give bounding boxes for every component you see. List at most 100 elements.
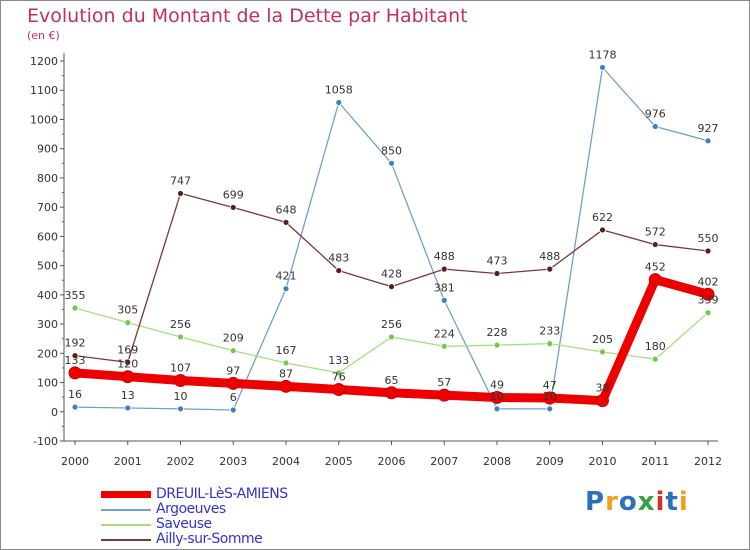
data-label: 927 bbox=[698, 122, 719, 135]
data-label: 13 bbox=[121, 389, 135, 402]
data-point bbox=[68, 366, 82, 380]
data-label: 49 bbox=[490, 378, 504, 391]
data-point bbox=[493, 405, 501, 413]
y-tick-label: 1100 bbox=[30, 84, 58, 97]
data-point bbox=[335, 99, 343, 106]
data-label: 488 bbox=[539, 250, 560, 263]
y-tick-label: 500 bbox=[37, 260, 58, 273]
data-label: 648 bbox=[276, 203, 297, 216]
data-point bbox=[121, 370, 135, 384]
data-point bbox=[177, 190, 184, 197]
logo-letter: i bbox=[678, 487, 689, 517]
data-point bbox=[332, 383, 346, 397]
data-point bbox=[174, 373, 187, 387]
data-label: 976 bbox=[645, 107, 666, 120]
x-tick-label: 2011 bbox=[641, 455, 669, 468]
legend-label-ailly: Ailly-sur-Somme bbox=[156, 531, 263, 547]
logo-letter: t bbox=[665, 487, 679, 517]
y-tick-label: 100 bbox=[37, 377, 58, 390]
logo-letter: x bbox=[637, 487, 656, 517]
data-label: 452 bbox=[645, 261, 666, 274]
data-label: 133 bbox=[328, 354, 349, 367]
y-tick-label: 700 bbox=[37, 201, 58, 214]
legend-item-ailly: Ailly-sur-Somme bbox=[101, 531, 401, 547]
data-point bbox=[177, 333, 184, 341]
legend-label-argoeuves: Argoeuves bbox=[156, 501, 226, 517]
data-label: 483 bbox=[328, 252, 349, 265]
data-point bbox=[493, 270, 501, 277]
data-point bbox=[546, 265, 554, 273]
data-label: 699 bbox=[223, 188, 244, 201]
data-label: 572 bbox=[645, 226, 666, 239]
data-label: 228 bbox=[487, 326, 508, 339]
logo-letter: i bbox=[655, 487, 666, 517]
y-tick-label: 200 bbox=[37, 347, 58, 360]
data-point bbox=[440, 265, 448, 273]
y-tick-label: 1200 bbox=[30, 55, 58, 68]
data-point bbox=[440, 296, 448, 304]
data-point bbox=[599, 226, 606, 234]
data-point bbox=[437, 388, 451, 402]
legend-item-saveuse: Saveuse bbox=[101, 516, 401, 532]
data-label: 1058 bbox=[325, 84, 353, 97]
legend-swatch-dreuil bbox=[101, 491, 151, 498]
data-point bbox=[596, 394, 609, 408]
unit-label: (en €) bbox=[27, 29, 60, 42]
data-label: 747 bbox=[170, 174, 191, 187]
data-label: 169 bbox=[117, 343, 138, 356]
y-tick-label: 800 bbox=[37, 172, 58, 185]
data-point bbox=[385, 386, 398, 400]
data-label: 10 bbox=[543, 390, 557, 403]
data-label: 133 bbox=[65, 354, 86, 367]
data-label: 57 bbox=[437, 376, 451, 389]
data-label: 10 bbox=[490, 390, 504, 403]
x-tick-label: 2010 bbox=[589, 455, 617, 468]
data-label: 550 bbox=[698, 232, 719, 245]
data-point bbox=[282, 359, 290, 367]
legend-swatch-saveuse bbox=[101, 524, 151, 526]
data-label: 16 bbox=[68, 388, 82, 401]
y-tick-label: 600 bbox=[37, 230, 58, 243]
data-label: 402 bbox=[698, 275, 719, 288]
data-point bbox=[177, 405, 184, 413]
data-point bbox=[388, 333, 395, 341]
data-point bbox=[226, 376, 240, 390]
x-tick-label: 2007 bbox=[430, 455, 458, 468]
data-point bbox=[124, 404, 132, 412]
data-point bbox=[71, 403, 79, 411]
x-tick-label: 2003 bbox=[219, 455, 247, 468]
data-label: 421 bbox=[276, 270, 297, 283]
data-label: 224 bbox=[434, 327, 455, 340]
data-point bbox=[704, 137, 712, 145]
data-label: 428 bbox=[381, 268, 402, 281]
data-point bbox=[335, 369, 343, 377]
data-label: 339 bbox=[698, 294, 719, 307]
legend-swatch-ailly bbox=[101, 539, 151, 541]
legend-item-argoeuves: Argoeuves bbox=[101, 501, 401, 517]
data-point bbox=[490, 390, 504, 404]
legend-item-dreuil: DREUIL-LèS-AMIENS bbox=[101, 486, 401, 502]
data-point bbox=[71, 304, 79, 312]
data-label: 10 bbox=[174, 390, 188, 403]
data-point bbox=[599, 348, 606, 356]
legend-swatch-argoeuves bbox=[101, 509, 151, 511]
chart-title: Evolution du Montant de la Dette par Hab… bbox=[27, 5, 468, 27]
data-label: 107 bbox=[170, 361, 191, 374]
data-label: 6 bbox=[230, 391, 237, 404]
x-tick-label: 2001 bbox=[114, 455, 142, 468]
data-label: 305 bbox=[117, 304, 138, 317]
data-point bbox=[648, 273, 662, 287]
data-point bbox=[279, 379, 293, 393]
legend-label-dreuil: DREUIL-LèS-AMIENS bbox=[156, 486, 288, 502]
data-label: 120 bbox=[117, 358, 138, 371]
x-tick-label: 2012 bbox=[694, 455, 722, 468]
data-label: 167 bbox=[276, 344, 297, 357]
logo-letter: r bbox=[605, 487, 619, 517]
data-label: 76 bbox=[332, 371, 346, 384]
data-point bbox=[388, 159, 395, 167]
y-tick-label: -100 bbox=[33, 435, 58, 448]
data-point bbox=[546, 405, 554, 413]
legend: DREUIL-LèS-AMIENS Argoeuves Saveuse Aill… bbox=[101, 486, 401, 547]
